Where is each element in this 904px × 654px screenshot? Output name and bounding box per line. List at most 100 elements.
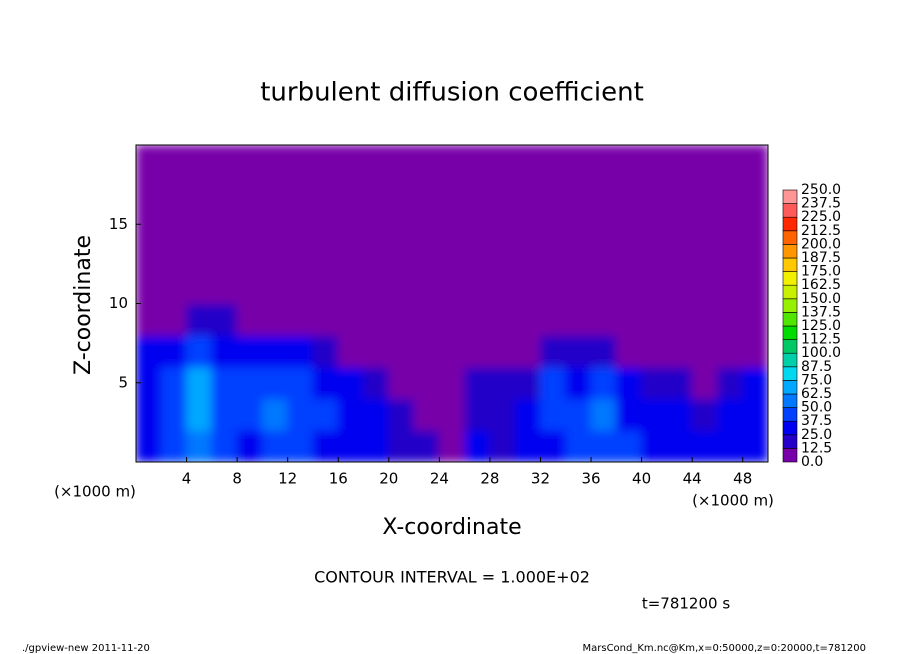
chart-title: turbulent diffusion coefficient (260, 78, 644, 108)
cell (464, 271, 491, 304)
cell (590, 176, 617, 209)
cell (236, 145, 263, 178)
cell (287, 429, 314, 462)
cell (312, 366, 339, 400)
colorbar-label: 100.0 (801, 345, 841, 361)
cell (716, 176, 744, 209)
cell (716, 429, 744, 462)
cell (565, 303, 592, 336)
cell (312, 334, 339, 368)
cell (691, 176, 718, 209)
cell (261, 207, 289, 241)
colorbar-label: 237.5 (801, 196, 841, 212)
cell (438, 239, 466, 273)
cell (211, 145, 238, 178)
cell (742, 239, 768, 273)
cell (539, 366, 567, 400)
cell (565, 145, 592, 178)
cell (413, 271, 440, 304)
cell (388, 207, 415, 241)
cell (590, 145, 617, 178)
cell (388, 176, 415, 209)
cell (716, 271, 744, 304)
cell (742, 429, 768, 462)
cell (615, 207, 643, 241)
colorbar-label: 12.5 (801, 440, 832, 456)
cell (186, 271, 213, 304)
cell (514, 239, 541, 273)
cell (413, 207, 440, 241)
cell (388, 429, 415, 462)
cell (539, 207, 567, 241)
colorbar-label: 125.0 (801, 318, 841, 334)
cell (261, 366, 289, 400)
cell (337, 239, 365, 273)
cell (464, 366, 491, 400)
cell (489, 334, 516, 368)
cell (312, 176, 339, 209)
colorbar-label: 175.0 (801, 264, 841, 280)
cell (666, 239, 693, 273)
cell (136, 271, 162, 304)
colorbar-label: 75.0 (801, 372, 832, 388)
cell (413, 334, 440, 368)
colorbar-label: 0.0 (801, 454, 823, 470)
cell (742, 176, 768, 209)
cell (514, 334, 541, 368)
cell (539, 303, 567, 336)
cell (464, 303, 491, 336)
cell (641, 398, 668, 431)
cell (438, 366, 466, 400)
cell (514, 145, 541, 178)
cell (539, 334, 567, 368)
cell (136, 303, 162, 336)
cell (438, 176, 466, 209)
cell (438, 207, 466, 241)
colorbar-band (782, 244, 798, 259)
cell (565, 176, 592, 209)
cell (565, 239, 592, 273)
cell (287, 145, 314, 178)
cell (312, 429, 339, 462)
cell (337, 145, 365, 178)
cell (641, 271, 668, 304)
cell (160, 176, 188, 209)
cell (691, 366, 718, 400)
cell (691, 398, 718, 431)
cell (287, 366, 314, 400)
cell (716, 303, 744, 336)
cell (691, 303, 718, 336)
cell (363, 303, 390, 336)
cell (413, 176, 440, 209)
cell (489, 429, 516, 462)
colorbar-label: 162.5 (801, 277, 841, 293)
field (136, 145, 768, 462)
cell (211, 239, 238, 273)
footer-left: ./gpview-new 2011-11-20 (22, 643, 150, 654)
cell (211, 207, 238, 241)
x-tick-label: 44 (683, 470, 702, 488)
cell (287, 207, 314, 241)
cell (261, 429, 289, 462)
cell (186, 398, 213, 431)
cell (641, 366, 668, 400)
cell (666, 145, 693, 178)
cell (136, 239, 162, 273)
cell (211, 176, 238, 209)
cell (742, 334, 768, 368)
colorbar-band (782, 189, 798, 204)
cell (388, 366, 415, 400)
cell (363, 239, 390, 273)
cell (590, 239, 617, 273)
colorbar-label: 212.5 (801, 223, 841, 239)
contour-interval: CONTOUR INTERVAL = 1.000E+02 (314, 568, 590, 587)
cell (539, 429, 567, 462)
colorbar-label: 250.0 (801, 182, 841, 198)
cell (641, 176, 668, 209)
colorbar-band (782, 325, 798, 340)
cell (261, 334, 289, 368)
x-tick-label: 12 (278, 470, 297, 488)
cell (666, 303, 693, 336)
cell (539, 176, 567, 209)
